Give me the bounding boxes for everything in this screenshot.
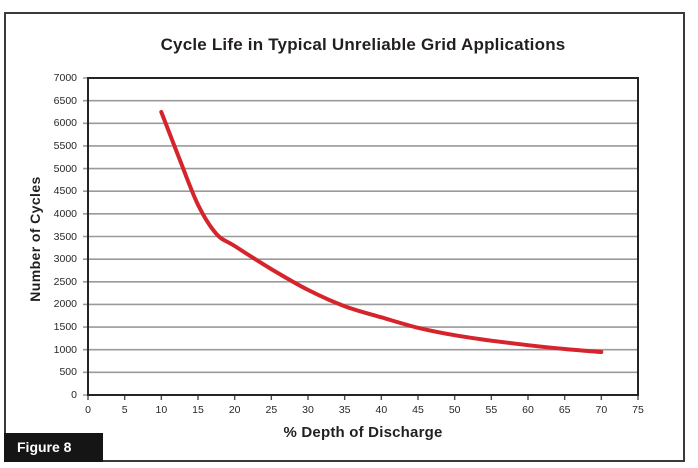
plot-border (87, 77, 639, 396)
x-axis-title: % Depth of Discharge (283, 424, 443, 441)
cycle-life-curve (159, 110, 604, 354)
y-tick-label-1000: 1000 (53, 343, 77, 356)
x-tick-label-55: 55 (485, 404, 498, 416)
y-tick-label-6000: 6000 (53, 117, 77, 130)
x-tick-label-70: 70 (595, 404, 608, 416)
x-tick-label-0: 0 (85, 404, 91, 416)
y-tick-label-5000: 5000 (53, 162, 77, 175)
x-tick-label-10: 10 (155, 404, 168, 416)
x-tick-label-60: 60 (522, 404, 534, 416)
x-tick-label-25: 25 (265, 404, 278, 416)
x-tick-label-75: 75 (632, 404, 644, 416)
x-tick-label-50: 50 (448, 404, 461, 416)
x-tick-label-35: 35 (338, 404, 351, 416)
x-tick-label-20: 20 (228, 404, 241, 416)
y-tick-label-6500: 6500 (53, 94, 77, 107)
chart-title: Cycle Life in Typical Unreliable Grid Ap… (160, 35, 566, 54)
x-tick-label-5: 5 (121, 404, 128, 416)
y-tick-label-500: 500 (59, 366, 77, 379)
y-tick-label-5500: 5500 (53, 139, 77, 152)
y-tick-label-4500: 4500 (53, 185, 77, 198)
y-tick-label-2000: 2000 (53, 298, 77, 311)
x-tick-label-40: 40 (375, 404, 388, 416)
y-tick-label-7000: 7000 (53, 72, 77, 84)
x-tick-label-45: 45 (412, 404, 424, 416)
x-tick-label-30: 30 (302, 404, 314, 416)
y-tick-label-4000: 4000 (53, 207, 77, 220)
y-tick-label-2500: 2500 (53, 275, 77, 288)
y-tick-label-3500: 3500 (53, 230, 77, 243)
figure-number-label: Figure 8 (4, 433, 103, 462)
figure-frame: Cycle Life in Typical Unreliable Grid Ap… (4, 12, 685, 462)
x-tick-label-65: 65 (558, 404, 571, 416)
y-tick-label-3000: 3000 (53, 253, 77, 266)
plot-area (83, 77, 639, 400)
y-tick-label-0: 0 (71, 389, 77, 401)
y-tick-label-1500: 1500 (53, 321, 77, 334)
x-tick-label-15: 15 (192, 404, 204, 416)
